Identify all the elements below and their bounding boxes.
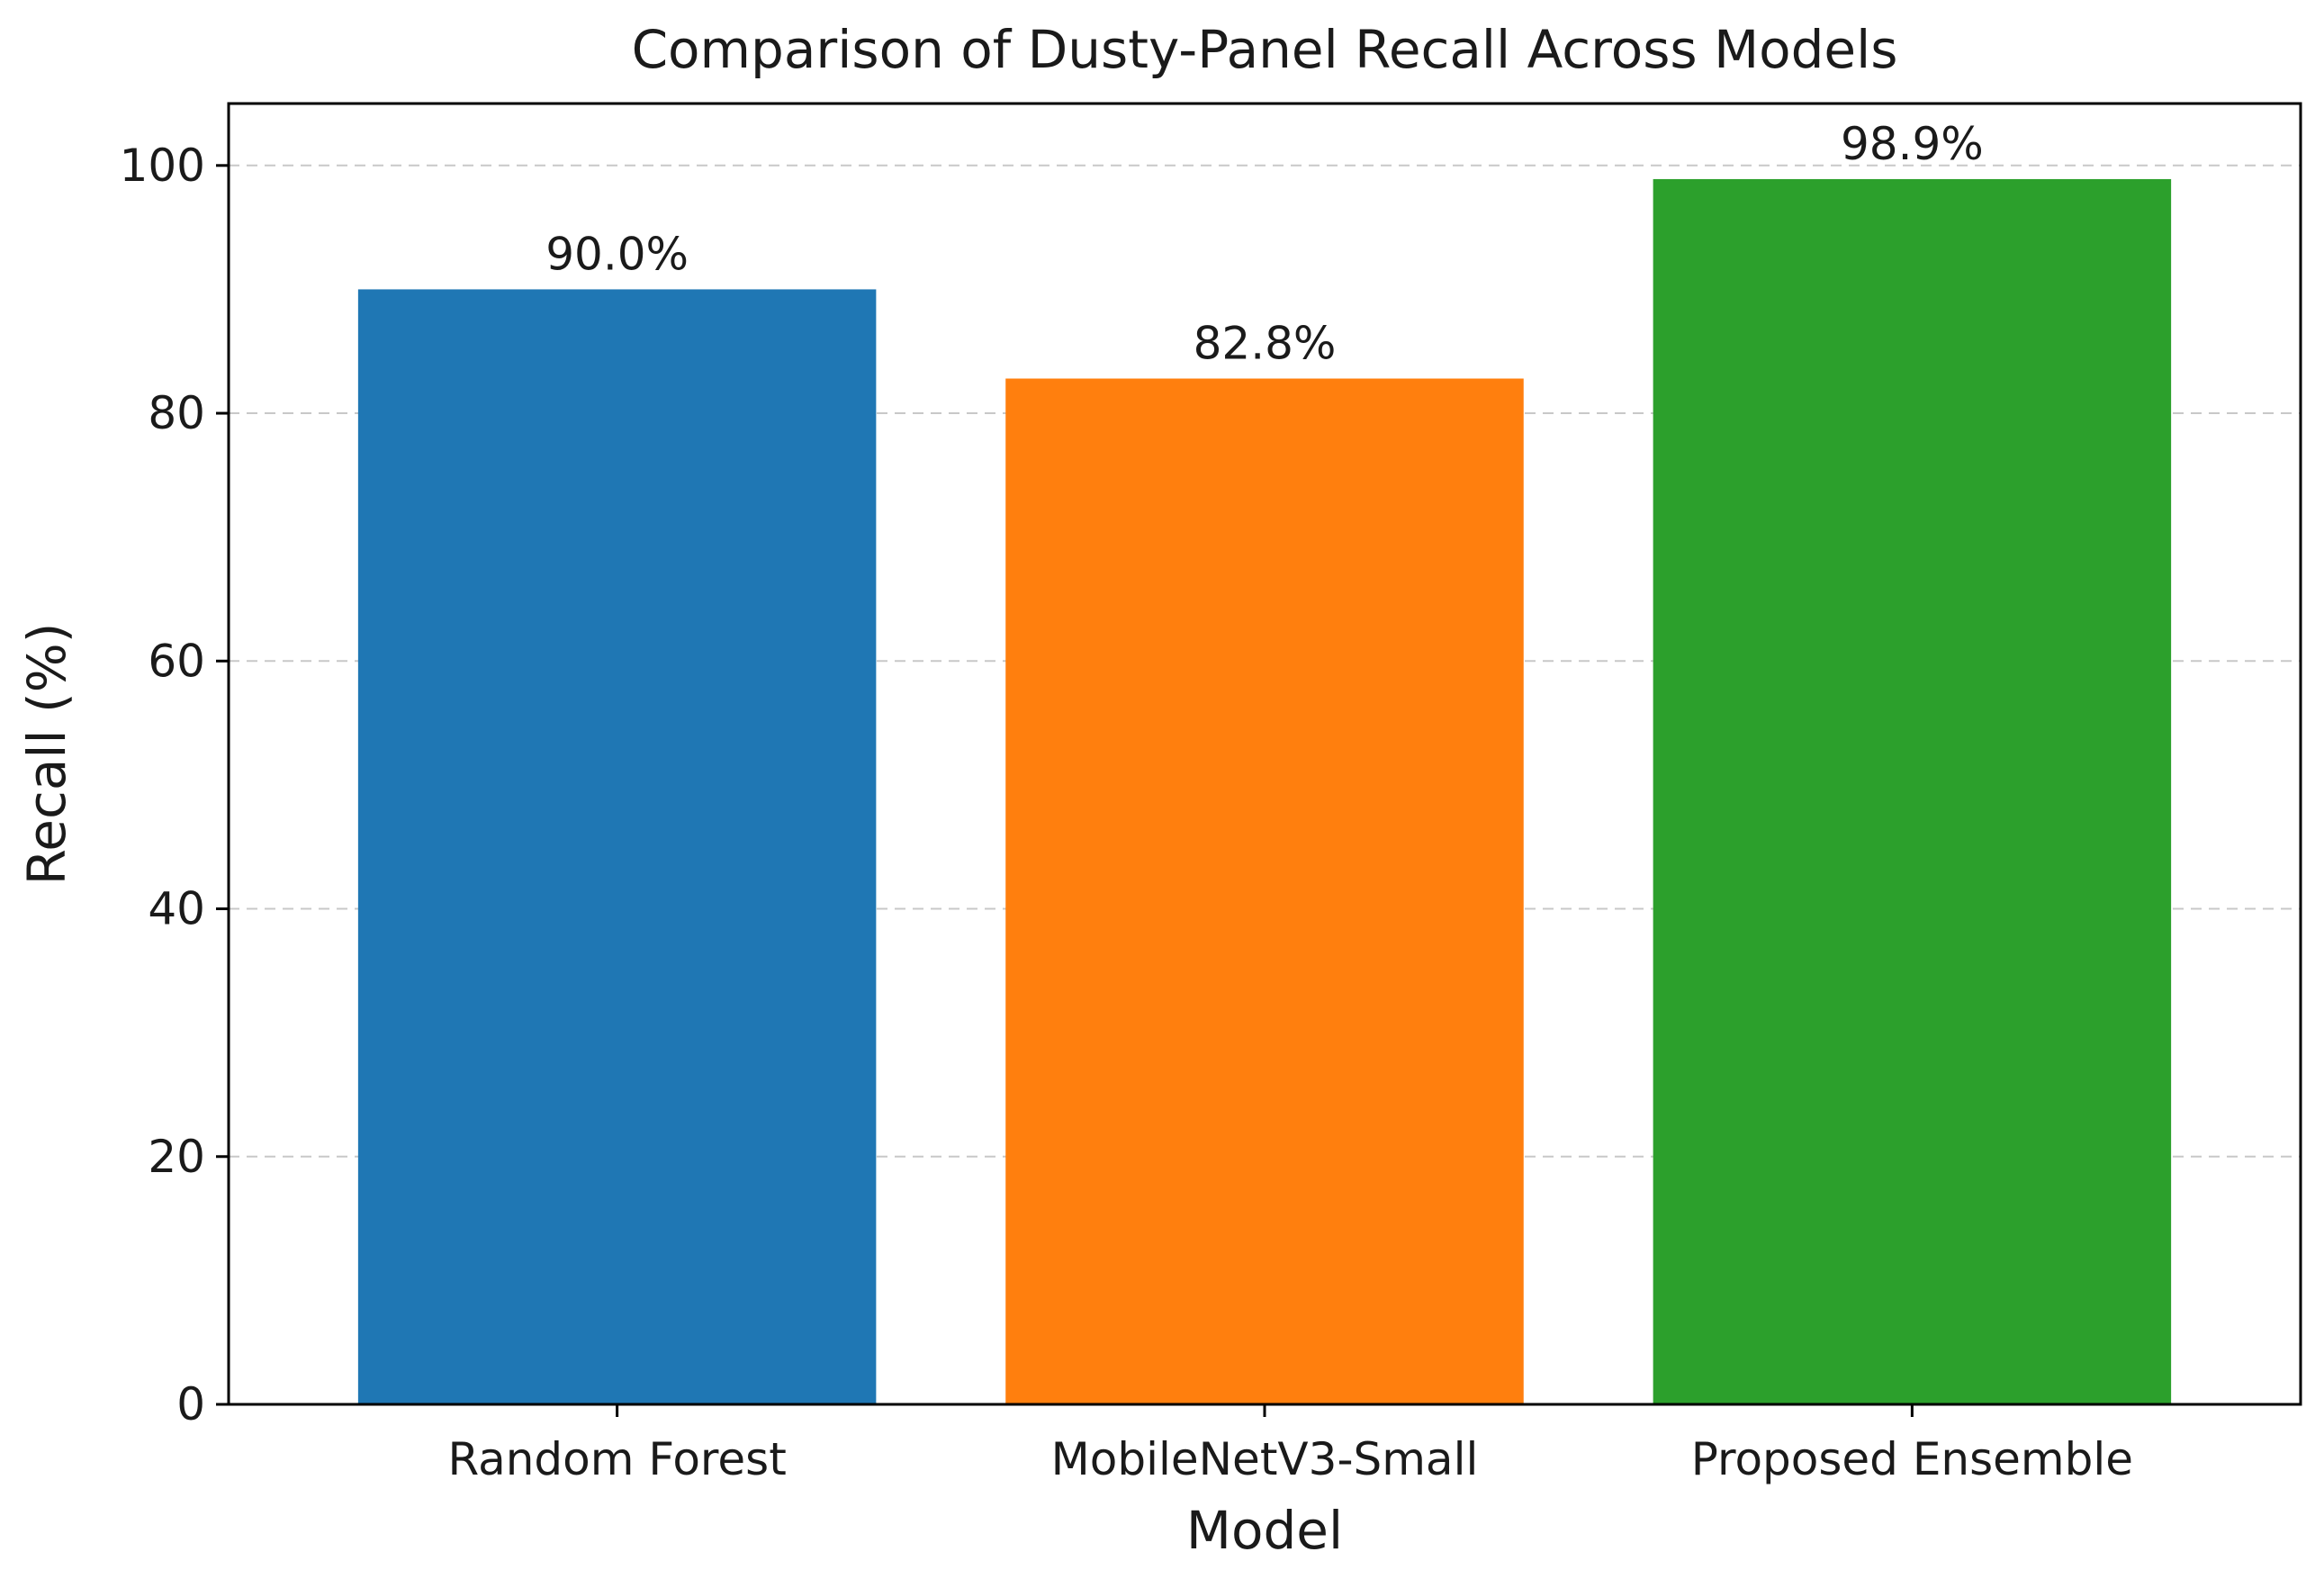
data-label-mobilenetv3-small: 82.8% xyxy=(1194,318,1337,370)
data-label-random-forest: 90.0% xyxy=(545,228,689,280)
bar-proposed-ensemble xyxy=(1653,178,2172,1404)
y-tick-label-80: 80 xyxy=(148,387,205,439)
chart-title: Comparison of Dusty-Panel Recall Across … xyxy=(632,19,1898,80)
x-tick-label-random-forest: Random Forest xyxy=(447,1433,786,1485)
y-tick-label-40: 40 xyxy=(148,883,205,935)
bars xyxy=(357,178,2172,1404)
y-axis-ticks: 0 20 40 60 80 100 xyxy=(120,140,229,1430)
data-labels: 90.0% 82.8% 98.9% xyxy=(545,118,1984,370)
y-tick-label-20: 20 xyxy=(148,1131,205,1183)
data-label-proposed-ensemble: 98.9% xyxy=(1841,118,1984,170)
x-axis-label: Model xyxy=(1186,1500,1343,1561)
y-tick-label-100: 100 xyxy=(120,140,205,192)
x-tick-label-mobilenetv3-small: MobileNetV3-Small xyxy=(1051,1433,1479,1485)
y-tick-label-60: 60 xyxy=(148,635,205,687)
bar-mobilenetv3-small xyxy=(1005,378,1524,1404)
y-tick-label-0: 0 xyxy=(176,1378,205,1430)
y-axis-label: Recall (%) xyxy=(16,623,77,886)
x-tick-label-proposed-ensemble: Proposed Ensemble xyxy=(1691,1433,2133,1485)
x-axis-ticks: Random Forest MobileNetV3-Small Proposed E… xyxy=(447,1404,2133,1485)
bar-random-forest xyxy=(357,289,877,1404)
